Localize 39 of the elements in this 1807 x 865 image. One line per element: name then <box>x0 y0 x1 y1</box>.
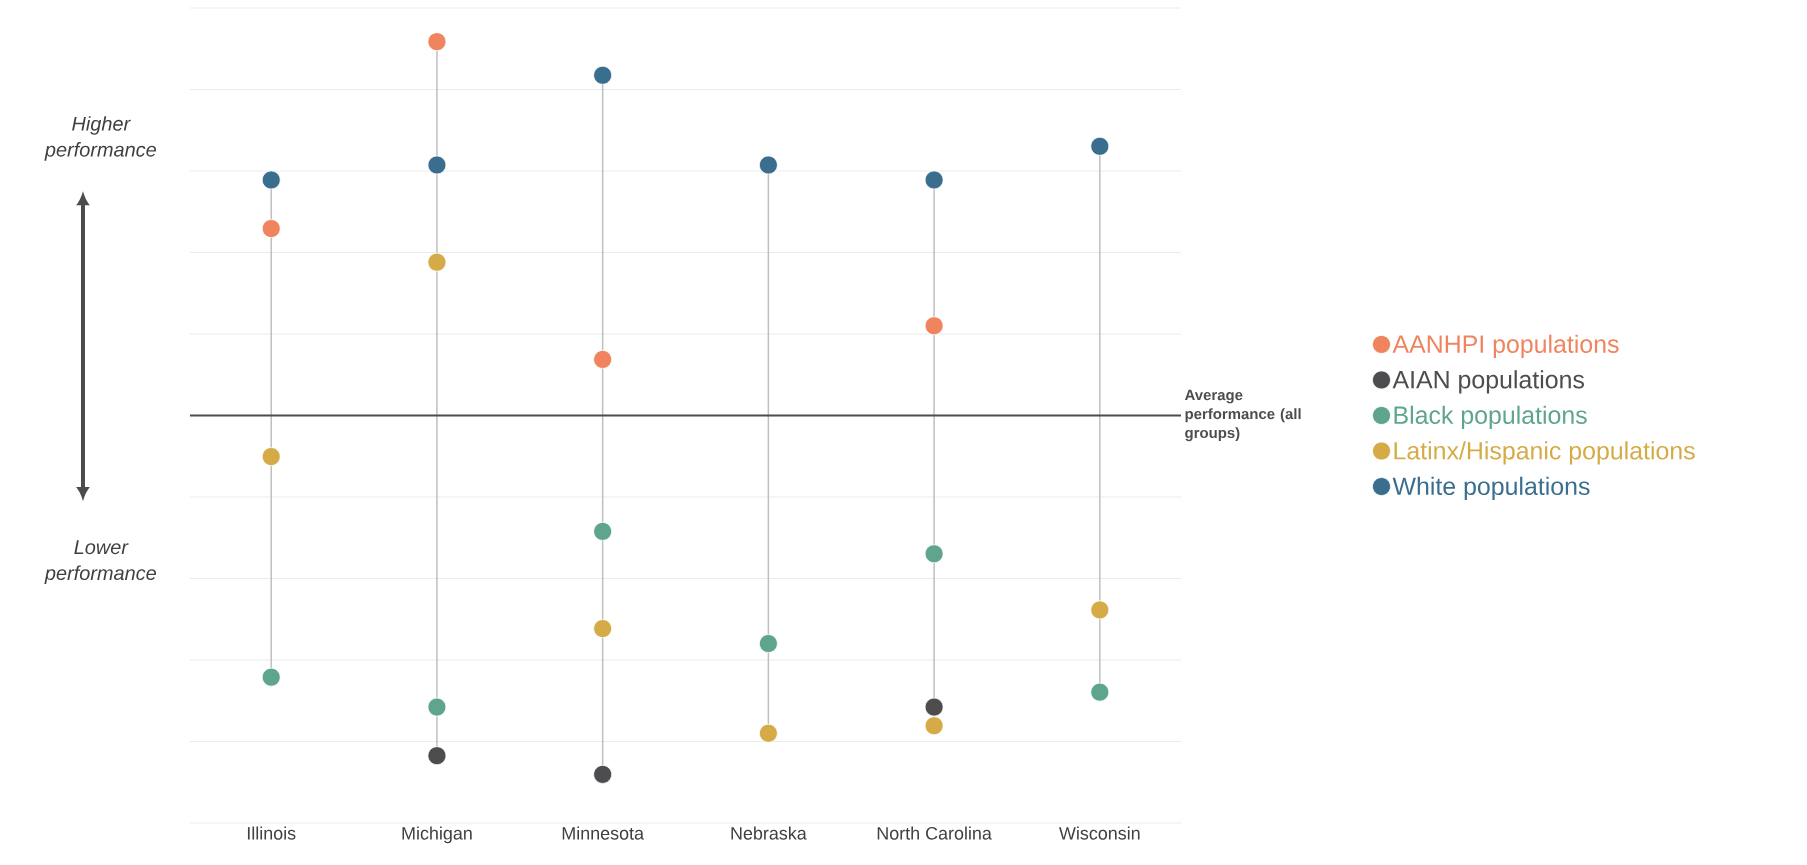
legend-label: Black populations <box>1394 405 1587 429</box>
x-tick-label: Nebraska <box>731 826 807 840</box>
point <box>261 219 281 238</box>
x-tick-label: Minnesota <box>562 826 645 840</box>
point <box>758 723 778 743</box>
point <box>1090 600 1110 620</box>
legend-label: AANHPI populations <box>1392 334 1619 358</box>
point <box>758 155 778 175</box>
x-tick-label: Michigan <box>402 826 472 844</box>
text: Higher performance <box>44 116 156 161</box>
point <box>593 764 613 784</box>
point <box>427 252 447 272</box>
point <box>427 697 447 717</box>
point <box>593 65 613 85</box>
text: Lower performance <box>44 540 156 585</box>
point <box>924 316 944 336</box>
legend-label: White populations <box>1392 476 1590 500</box>
ref-line-label: Average performance (all groups) <box>1184 389 1301 442</box>
point <box>924 697 944 717</box>
point <box>924 716 944 736</box>
point <box>261 170 281 190</box>
point <box>1090 682 1110 702</box>
x-tick-label: North Carolina <box>877 826 992 840</box>
point <box>593 619 613 638</box>
legend-label: AIAN populations <box>1392 370 1584 394</box>
point <box>924 544 944 564</box>
x-tick-label: Illinois <box>247 826 296 840</box>
point <box>427 746 447 766</box>
x-tick-label: Wisconsin <box>1059 826 1140 840</box>
point <box>593 521 613 541</box>
point <box>261 447 281 467</box>
point <box>427 155 447 175</box>
legend-label: Latinx/Hispanic populations <box>1394 441 1695 465</box>
point <box>427 32 447 52</box>
point <box>261 667 281 687</box>
point <box>758 634 778 653</box>
point <box>924 170 944 190</box>
point <box>1090 136 1110 156</box>
point <box>593 350 613 369</box>
